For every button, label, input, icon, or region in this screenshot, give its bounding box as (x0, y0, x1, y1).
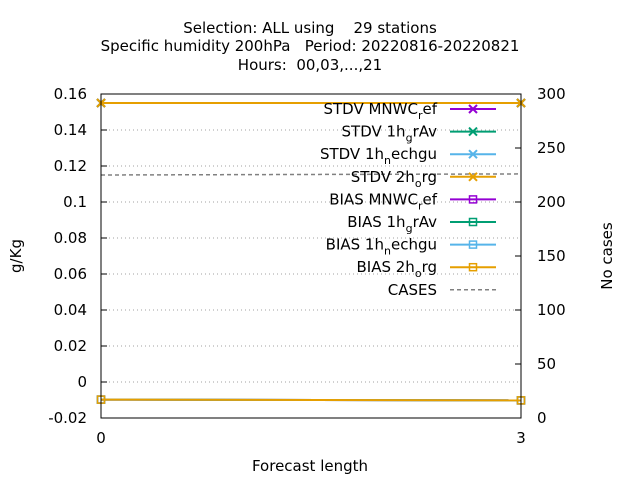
x-tick-label: 3 (516, 429, 526, 447)
legend-label: STDV 1hgrAv (342, 123, 438, 145)
legend-marker-b (468, 172, 478, 182)
x-axis-label: Forecast length (252, 457, 368, 475)
y2-tick-label: 100 (537, 301, 566, 319)
legend-label: BIAS 1hgrAv (347, 213, 437, 235)
title-line-3: Hours: 00,03,...,21 (238, 56, 382, 74)
legend-label: STDV 2horg (351, 168, 437, 190)
legend-marker (468, 217, 478, 227)
legend-label: STDV MNWCref (323, 100, 437, 122)
y-tick-label: -0.02 (48, 409, 87, 427)
y-tick-label: 0.08 (54, 229, 87, 247)
legend-label: BIAS MNWCref (329, 190, 437, 212)
y-tick-label: 0.12 (54, 157, 87, 175)
y-tick-label: 0.16 (54, 85, 87, 103)
chart-title: Selection: ALL using 29 stations Specifi… (101, 19, 520, 74)
legend-label: BIAS 1hnechgu (326, 236, 437, 258)
y2-tick-label: 50 (537, 355, 556, 373)
y2-tick-label: 0 (537, 409, 547, 427)
legend-marker (468, 262, 478, 272)
series-line (100, 173, 522, 176)
legend-marker-b (468, 104, 478, 114)
series-lines (96, 98, 526, 405)
legend-marker-b (468, 126, 478, 137)
y2-tick-label: 250 (537, 139, 566, 157)
y-tick-label: 0.04 (54, 301, 87, 319)
legend-marker-b (468, 149, 478, 159)
y-tick-label: 0 (77, 373, 87, 391)
y-axis-label: g/Kg (7, 239, 25, 273)
title-line-1: Selection: ALL using 29 stations (183, 19, 437, 37)
axes: -0.02 0 0.02 0.04 0.06 0.08 0.1 0.12 0.14 0.16 0 50… (48, 85, 565, 447)
x-tick-label: 0 (96, 429, 106, 447)
legend-label: BIAS 2horg (357, 258, 438, 280)
y2-axis-label: No cases (598, 222, 616, 290)
grid (101, 129, 521, 383)
plot-frame (100, 93, 522, 419)
legend-marker (468, 240, 478, 249)
legend-label: CASES (388, 281, 437, 299)
y-tick-label: 0.1 (63, 193, 87, 211)
y2-tick-label: 150 (537, 247, 566, 265)
legend-label: STDV 1hnechgu (320, 145, 437, 167)
y-tick-label: 0.02 (54, 337, 87, 355)
y-tick-label: 0.14 (54, 121, 87, 139)
y2-tick-label: 200 (537, 193, 566, 211)
series-line (100, 398, 522, 402)
y2-tick-label: 300 (537, 85, 566, 103)
y-tick-label: 0.06 (54, 265, 87, 283)
legend-marker (468, 195, 478, 204)
title-line-2: Specific humidity 200hPa Period: 2022081… (101, 37, 520, 55)
